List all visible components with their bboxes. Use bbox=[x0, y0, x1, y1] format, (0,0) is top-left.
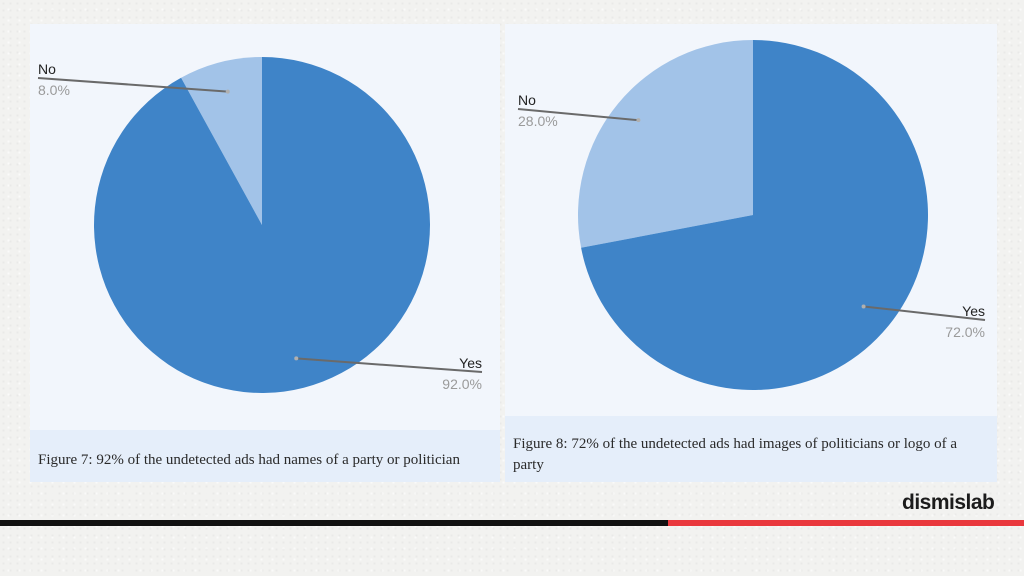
footer-stripe-red bbox=[668, 520, 1024, 526]
slice-label-yes: Yes bbox=[962, 303, 985, 319]
slice-value-no: 8.0% bbox=[38, 82, 70, 98]
slice-label-no: No bbox=[518, 92, 536, 108]
pie-slice-yes bbox=[94, 57, 431, 393]
pie-chart-figure-8: No 28.0% Yes 72.0% bbox=[517, 40, 986, 390]
slice-label-no: No bbox=[38, 61, 56, 77]
leader-dot-yes bbox=[861, 304, 866, 309]
figure-caption: Figure 8: 72% of the undetected ads had … bbox=[513, 436, 958, 473]
leader-line-no bbox=[517, 108, 639, 122]
slice-value-yes: 72.0% bbox=[945, 324, 985, 340]
leader-line-no bbox=[37, 77, 228, 93]
pie-slice-no bbox=[578, 40, 753, 248]
caption-box: Figure 7: 92% of the undetected ads had … bbox=[30, 430, 500, 482]
pie-chart-figure-7: No 8.0% Yes 92.0% bbox=[37, 57, 483, 393]
leader-line-yes bbox=[296, 357, 483, 373]
chart-panel-figure-8: No 28.0% Yes 72.0% Figure 8: 72% of the und… bbox=[505, 24, 997, 482]
slice-label-yes: Yes bbox=[459, 355, 482, 371]
slice-value-no: 28.0% bbox=[518, 113, 558, 129]
chart-area: No 28.0% Yes 72.0% bbox=[505, 24, 997, 416]
footer-stripe-black bbox=[0, 520, 668, 526]
leader-line-yes bbox=[863, 305, 986, 321]
slice-value-yes: 92.0% bbox=[442, 376, 482, 392]
leader-dot-no bbox=[636, 118, 641, 123]
chart-area: No 8.0% Yes 92.0% bbox=[30, 24, 500, 430]
caption-box: Figure 8: 72% of the undetected ads had … bbox=[505, 416, 997, 482]
chart-panel-figure-7: No 8.0% Yes 92.0% Figure 7: 92% of the unde… bbox=[30, 24, 500, 482]
leader-dot-no bbox=[225, 89, 230, 94]
leader-dot-yes bbox=[294, 356, 299, 361]
pie-slice-no bbox=[181, 57, 262, 225]
brand-logo: dismislab bbox=[902, 491, 995, 514]
pie-slice-yes bbox=[581, 40, 928, 390]
figure-caption: Figure 7: 92% of the undetected ads had … bbox=[38, 452, 460, 468]
